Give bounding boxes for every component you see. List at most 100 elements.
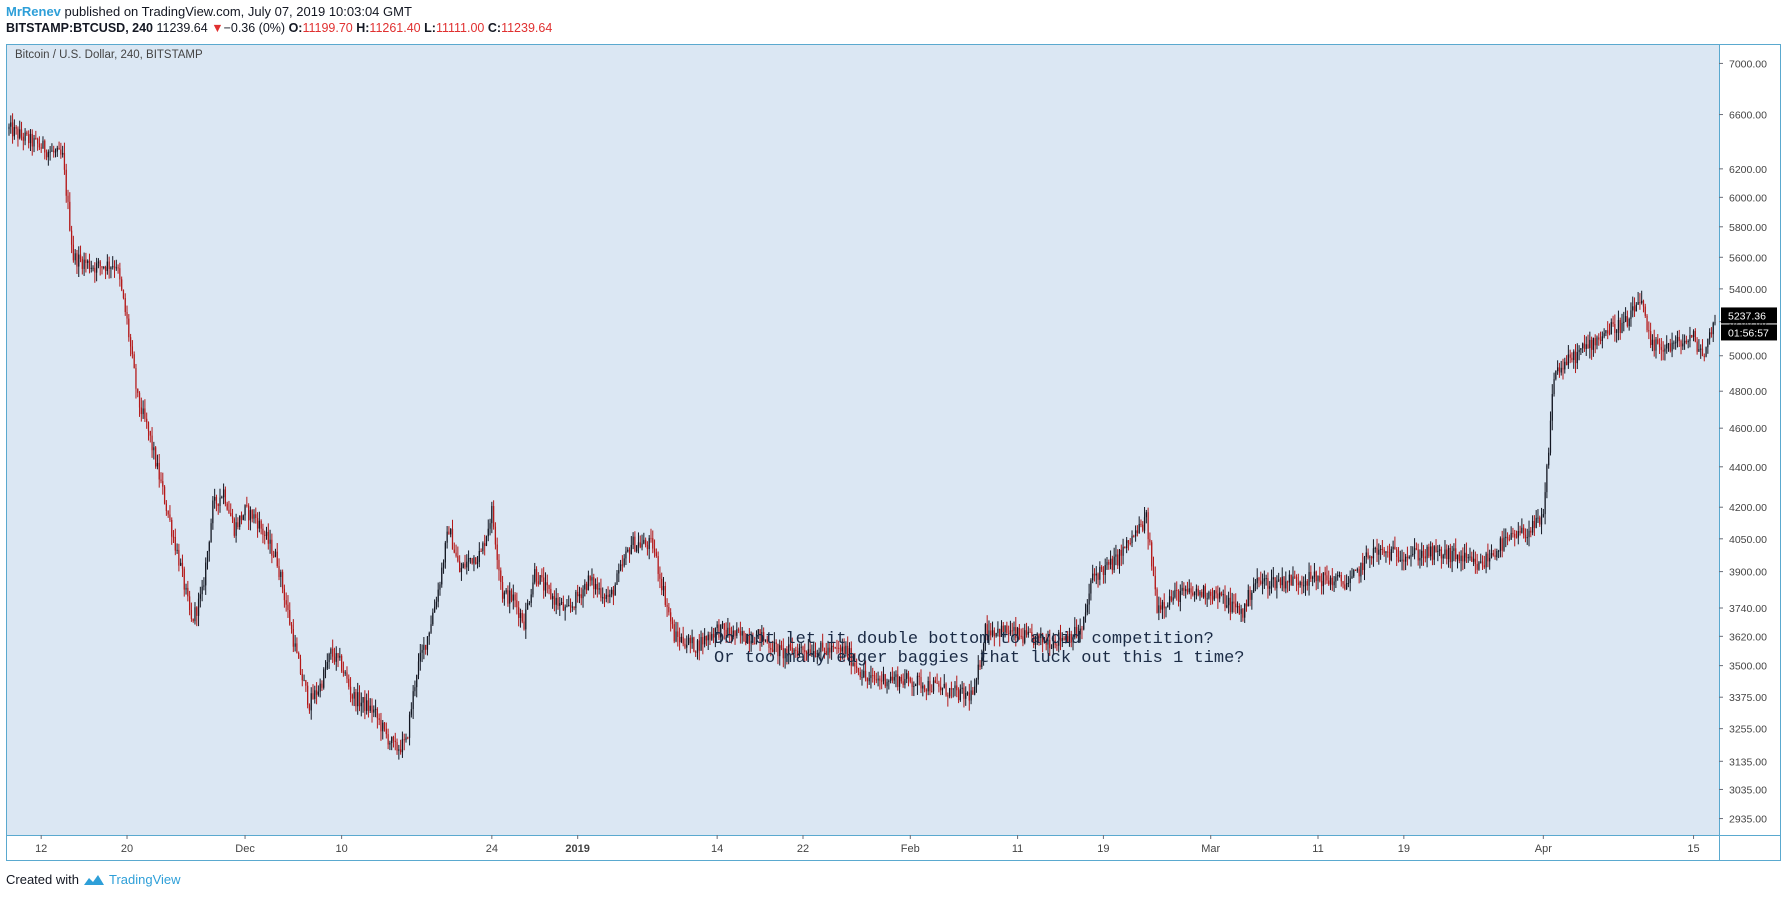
y-tick-label: 3375.00	[1729, 692, 1767, 704]
chart-frame[interactable]: Bitcoin / U.S. Dollar, 240, BITSTAMP 7000…	[6, 44, 1781, 861]
candle-body	[637, 542, 640, 546]
publisher-link[interactable]: MrRenev	[6, 4, 61, 19]
candle-body	[768, 642, 770, 648]
candle	[126, 305, 128, 325]
candle-body	[956, 685, 958, 691]
candle-body	[433, 606, 436, 613]
candle	[289, 602, 291, 626]
candle-body	[269, 539, 271, 544]
candle-body	[1181, 587, 1183, 591]
candle-body	[580, 594, 582, 599]
candle	[1312, 575, 1314, 587]
candle-body	[755, 633, 758, 644]
candle	[682, 626, 684, 647]
candle	[1580, 348, 1582, 356]
candle	[879, 675, 881, 690]
candle	[530, 588, 532, 608]
candle-body	[129, 337, 132, 347]
candle	[371, 698, 373, 723]
candle-body	[1496, 551, 1498, 558]
candle	[1424, 549, 1426, 563]
candle-body	[1129, 542, 1131, 544]
candle	[1340, 572, 1342, 587]
candle-body	[1285, 581, 1287, 589]
candle	[1303, 576, 1305, 594]
candle	[562, 595, 564, 611]
candle-body	[29, 133, 32, 144]
candle	[1065, 633, 1067, 644]
candle	[1345, 574, 1348, 590]
candle-body	[550, 588, 552, 599]
candle	[401, 731, 404, 758]
candle-body	[625, 551, 627, 559]
candle	[339, 647, 341, 661]
candle-body	[807, 649, 809, 654]
candle-body	[1338, 574, 1341, 576]
candle-body	[1049, 639, 1051, 649]
candle-body	[1492, 553, 1494, 556]
candle	[1138, 516, 1140, 534]
tradingview-logo-icon[interactable]	[83, 873, 105, 886]
candle	[770, 642, 772, 657]
candle-body	[1378, 549, 1380, 555]
candle	[332, 639, 334, 664]
candle-body	[1632, 306, 1634, 311]
candle-body	[1179, 590, 1181, 602]
candle-body	[1542, 514, 1544, 517]
candle-body	[1358, 569, 1360, 577]
candle	[505, 588, 507, 595]
candle	[1651, 334, 1654, 352]
candle	[1621, 313, 1623, 334]
candle	[889, 671, 892, 684]
candle-body	[773, 642, 776, 652]
candle	[859, 667, 861, 680]
candle	[907, 670, 910, 687]
candle-body	[1267, 578, 1269, 589]
candle	[1335, 573, 1337, 589]
tradingview-brand-link[interactable]: TradingView	[108, 872, 181, 887]
candle-body	[628, 549, 631, 555]
candle-body	[425, 644, 427, 650]
candle	[884, 673, 886, 689]
candle	[299, 654, 302, 676]
candle-body	[70, 230, 73, 245]
candle-body	[1481, 561, 1484, 566]
candle-body	[462, 563, 464, 569]
candle	[587, 570, 590, 591]
candle-body	[1413, 548, 1416, 554]
candle-body	[695, 651, 697, 653]
candle	[416, 674, 418, 698]
candle	[1043, 636, 1046, 644]
candle-body	[1188, 588, 1190, 593]
candle-body	[704, 635, 706, 645]
candle	[1081, 625, 1083, 640]
candle-body	[1369, 556, 1371, 558]
candle	[829, 642, 831, 659]
candle	[755, 630, 758, 645]
candle-body	[230, 512, 232, 516]
candle	[457, 546, 459, 563]
candle	[571, 601, 573, 612]
candle	[1390, 546, 1392, 562]
candle-body	[188, 596, 191, 610]
candle	[1249, 586, 1251, 607]
candle-body	[1438, 549, 1441, 551]
candle	[312, 684, 314, 700]
candle-body	[514, 594, 516, 601]
candle-body	[113, 266, 116, 268]
candle-body	[684, 643, 686, 648]
candle	[965, 686, 967, 706]
candle-body	[1689, 335, 1691, 342]
candle-body	[618, 570, 620, 574]
candle-body	[378, 718, 380, 720]
price-chart[interactable]: Bitcoin / U.S. Dollar, 240, BITSTAMP7000…	[7, 45, 1780, 860]
y-tick-label: 4600.00	[1729, 423, 1767, 435]
candle-body	[832, 645, 835, 647]
candle-body	[178, 549, 180, 566]
candle-body	[1655, 339, 1657, 351]
candle-body	[1676, 336, 1679, 343]
candle	[1610, 318, 1612, 335]
candle	[950, 681, 953, 699]
candle-body	[1151, 542, 1153, 567]
candle-body	[1653, 339, 1655, 351]
